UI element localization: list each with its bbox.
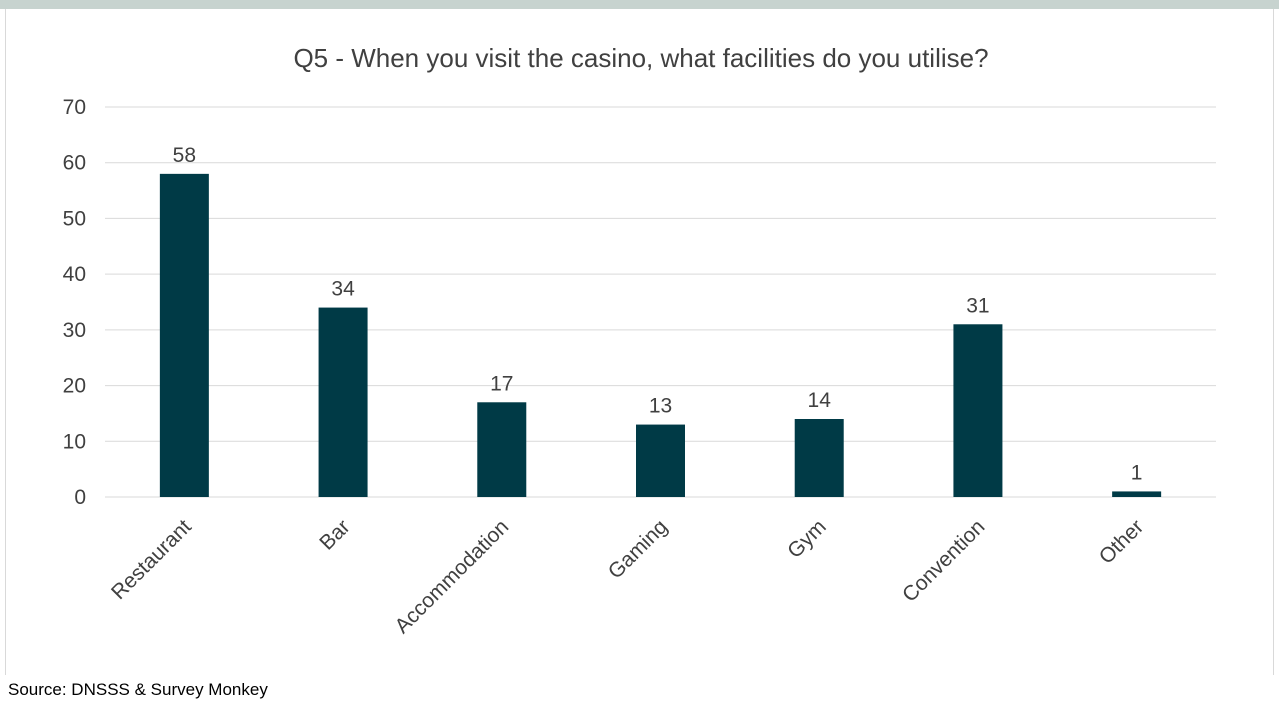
y-tick-label: 30 [63,319,86,342]
bar-convention [953,324,1003,497]
source-note: Source: DNSSS & Survey Monkey [8,680,268,699]
x-tick-label: Accommodation [391,515,514,638]
chart-title: Q5 - When you visit the casino, what fac… [293,43,988,73]
bars [159,173,1162,497]
y-tick-label: 70 [63,96,86,119]
bar-other [1112,491,1162,497]
top-band [0,0,1279,9]
bar-gaming [636,424,685,497]
data-label-convention: 31 [966,294,989,317]
y-tick-label: 60 [63,152,86,175]
data-label-other: 1 [1131,461,1143,484]
y-tick-label: 40 [63,263,86,286]
y-tick-label: 20 [63,375,86,398]
y-tick-label: 50 [63,207,86,230]
y-axis-ticks: 0 10 20 30 40 50 60 70 [63,96,86,509]
data-labels: 58 34 17 13 14 31 1 [173,144,1143,485]
bar-gym [794,419,844,497]
y-tick-label: 10 [63,430,86,453]
data-label-gym: 14 [808,389,832,412]
x-tick-label: Gaming [604,515,672,583]
data-label-restaurant: 58 [173,144,196,167]
data-label-bar: 34 [331,278,355,301]
gridlines [105,106,1216,498]
data-label-accommodation: 17 [490,372,513,395]
x-tick-label: Restaurant [107,515,196,604]
bar-bar [318,307,368,497]
x-tick-label: Convention [898,515,989,606]
y-tick-label: 0 [74,486,86,509]
data-label-gaming: 13 [649,395,672,418]
x-tick-label: Other [1095,515,1148,568]
bar-accommodation [477,402,527,497]
x-tick-label: Gym [783,515,831,563]
x-axis-ticks: Restaurant Bar Accommodation Gaming Gym Conve… [107,515,1148,638]
x-tick-label: Bar [315,515,354,554]
bar-restaurant [159,173,209,497]
chart-frame [5,9,1274,675]
